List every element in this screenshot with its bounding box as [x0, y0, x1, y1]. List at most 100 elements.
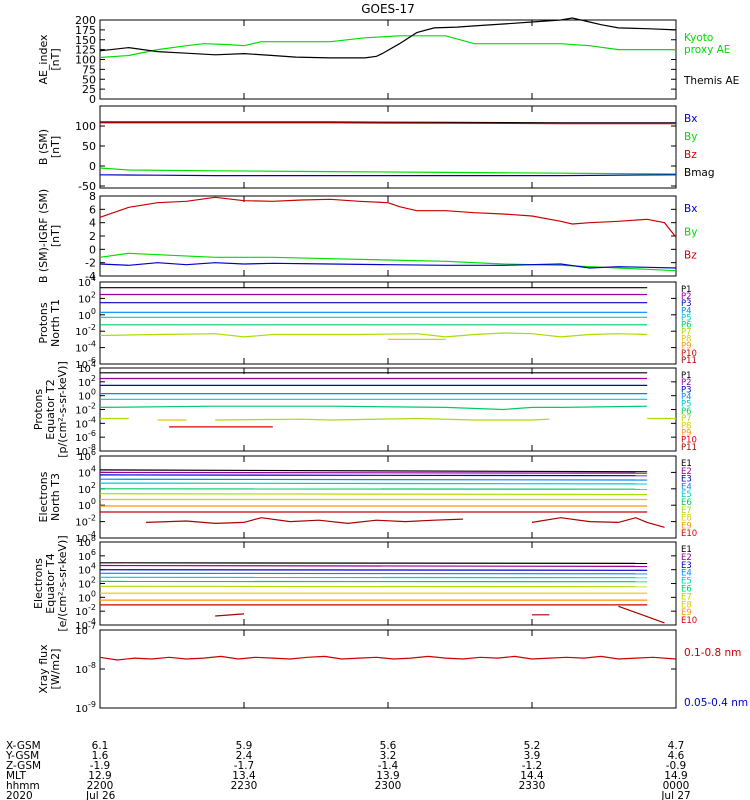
footer-row-label: X-GSM	[6, 740, 41, 752]
legend-label: P9	[681, 428, 692, 438]
panel-frame	[99, 629, 677, 709]
y-axis-label: Protons	[37, 302, 50, 343]
series-line	[99, 196, 677, 238]
legend-label: P6	[681, 320, 692, 330]
legend-label: Bz	[684, 250, 697, 262]
footer-value: 2230	[231, 780, 258, 792]
legend-label: P1	[681, 285, 692, 295]
legend-label: Themis AE	[683, 75, 739, 87]
legend-label: P10	[681, 436, 697, 446]
footer-value: 13.4	[232, 770, 256, 782]
footer-value: 1.6	[92, 750, 109, 762]
footer-value: Jul 26	[85, 790, 116, 800]
series-line	[99, 564, 648, 568]
legend-label: E7	[681, 592, 692, 602]
legend-label: E8	[681, 600, 692, 610]
legend-label: By	[684, 226, 697, 238]
y-tick-label: 10-7	[75, 622, 96, 637]
legend-label: P7	[681, 328, 692, 338]
legend-label: Bx	[684, 203, 697, 215]
y-tick-label: -50	[78, 180, 96, 193]
y-tick-label: 10-6	[75, 429, 96, 444]
panel-frame	[99, 367, 677, 452]
y-tick-label: 50	[82, 73, 96, 86]
y-tick-label: 0	[89, 93, 96, 106]
y-tick-label: 106	[78, 448, 96, 463]
legend-label: P3	[681, 299, 692, 309]
legend-label: E1	[681, 459, 692, 469]
series-line	[215, 417, 550, 421]
y-tick-label: 102	[78, 576, 96, 591]
y-axis-label: [nT]	[49, 48, 62, 70]
y-tick-label: 10-4	[75, 617, 96, 632]
footer-value: -1.4	[378, 760, 399, 772]
panel-frame	[99, 195, 677, 277]
y-tick-label: 104	[78, 274, 96, 289]
footer-value: 4.6	[668, 750, 685, 762]
series-line	[146, 517, 463, 525]
legend-label: P3	[681, 385, 692, 395]
y-axis-label: Electrons	[37, 471, 50, 522]
legend-label: E5	[681, 490, 692, 500]
footer-value: 14.9	[664, 770, 687, 782]
series-line	[215, 613, 245, 617]
legend-label: Bmag	[684, 167, 715, 179]
panel-frame	[99, 455, 677, 539]
footer-row-label: Z-GSM	[6, 760, 41, 772]
y-axis-label: B (SM)	[37, 129, 50, 165]
y-tick-label: 106	[78, 548, 96, 563]
series-line	[99, 167, 677, 175]
footer-value: 3.2	[380, 750, 397, 762]
y-tick-label: 100	[78, 388, 96, 403]
legend-label: 0.1-0.8 nm	[684, 647, 741, 659]
legend-label: P2	[681, 378, 692, 388]
y-tick-label: 8	[89, 190, 96, 203]
legend-label: E3	[681, 475, 692, 485]
legend-label: P11	[681, 443, 697, 453]
footer-value: 5.9	[236, 740, 253, 752]
footer-value: -1.9	[90, 760, 111, 772]
footer-value: 2200	[87, 780, 114, 792]
legend-label: Bz	[684, 149, 697, 161]
y-tick-label: 10-2	[75, 514, 96, 529]
y-tick-label: 4	[89, 217, 96, 230]
legend-label: Kyoto	[684, 32, 713, 44]
series-line	[99, 655, 677, 661]
legend-label: P9	[681, 342, 692, 352]
series-line	[99, 262, 677, 269]
series-line	[99, 405, 648, 411]
series-line	[99, 493, 648, 496]
legend-label: E1	[681, 545, 692, 555]
y-axis-label: [nT]	[49, 225, 62, 247]
y-tick-label: 104	[78, 464, 96, 479]
y-tick-label: 10-4	[75, 415, 96, 430]
y-tick-label: 104	[78, 360, 96, 375]
y-axis-label: Electrons	[32, 558, 45, 609]
legend-label: E5	[681, 577, 692, 587]
legend-label: E3	[681, 561, 692, 571]
y-axis-label: [e/(cm²-s-sr-keV)]	[56, 535, 69, 631]
series-line	[99, 252, 677, 272]
legend-label: P4	[681, 306, 692, 316]
y-tick-label: 10-4	[75, 530, 96, 545]
series-line	[99, 572, 648, 575]
footer-row-label: MLT	[6, 770, 26, 782]
y-axis-label: [W/m2]	[49, 649, 62, 690]
footer-value: Jul 27	[660, 790, 690, 800]
legend-label: E4	[681, 482, 692, 492]
legend-label: P11	[681, 356, 697, 366]
footer-value: 13.9	[376, 770, 399, 782]
series-line	[99, 174, 677, 177]
panel-frame	[99, 541, 677, 626]
y-tick-label: 0	[89, 243, 96, 256]
footer-value: 5.2	[524, 740, 541, 752]
y-tick-label: 25	[82, 83, 96, 96]
y-axis-label: B (SM)-IGRF (SM)	[37, 189, 50, 283]
legend-label: P5	[681, 400, 692, 410]
y-tick-label: 10-4	[75, 340, 96, 355]
